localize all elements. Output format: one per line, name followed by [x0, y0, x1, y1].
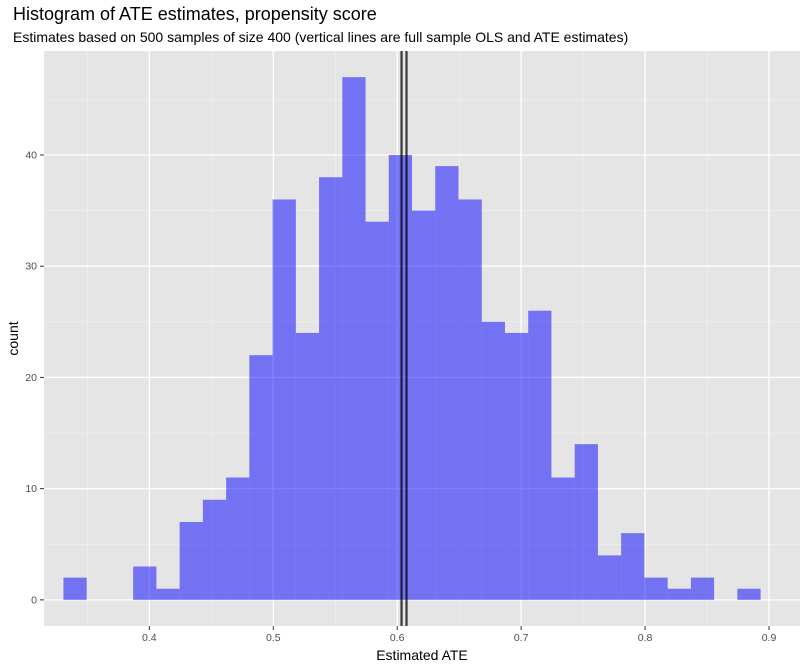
histogram-bar: [574, 444, 598, 600]
y-tick-label: 40: [25, 149, 37, 161]
x-tick-label: 0.6: [390, 632, 405, 644]
histogram-bar: [319, 177, 343, 600]
histogram-bar: [202, 499, 227, 600]
y-tick-label: 30: [25, 261, 37, 273]
histogram-bar: [690, 577, 715, 600]
histogram-bar: [737, 588, 761, 600]
histogram-bar: [295, 332, 320, 600]
x-tick-label: 0.4: [142, 632, 157, 644]
y-axis-title: count: [5, 321, 21, 355]
histogram-bar: [342, 77, 366, 600]
histogram-bar: [388, 154, 413, 600]
histogram-bar: [644, 577, 668, 600]
chart-title: Histogram of ATE estimates, propensity s…: [13, 4, 377, 24]
y-tick-label: 0: [31, 594, 37, 606]
x-tick-label: 0.8: [638, 632, 653, 644]
histogram-bar: [621, 533, 645, 600]
y-tick-label: 10: [25, 483, 37, 495]
x-tick-label: 0.9: [762, 632, 777, 644]
histogram-bar: [272, 199, 296, 600]
y-tick-label: 20: [25, 372, 37, 384]
histogram-bar: [458, 199, 482, 600]
x-tick-label: 0.7: [514, 632, 529, 644]
histogram-bar: [365, 221, 389, 600]
x-axis-title: Estimated ATE: [376, 647, 468, 663]
histogram-bar: [504, 332, 529, 600]
histogram-bar: [528, 310, 552, 600]
histogram-bar: [249, 355, 273, 600]
chart-subtitle: Estimates based on 500 samples of size 4…: [13, 29, 629, 45]
histogram-bar: [551, 477, 575, 600]
histogram-bar: [597, 555, 622, 600]
histogram-bar: [667, 588, 691, 600]
histogram-bar: [412, 210, 436, 600]
histogram-bar: [133, 566, 157, 600]
x-tick-label: 0.5: [266, 632, 281, 644]
histogram-bar: [156, 588, 180, 600]
histogram-bar: [226, 477, 250, 600]
histogram-bar: [179, 522, 203, 600]
histogram-bar: [481, 321, 505, 600]
histogram-bar: [435, 166, 459, 600]
histogram-bar: [63, 577, 87, 600]
